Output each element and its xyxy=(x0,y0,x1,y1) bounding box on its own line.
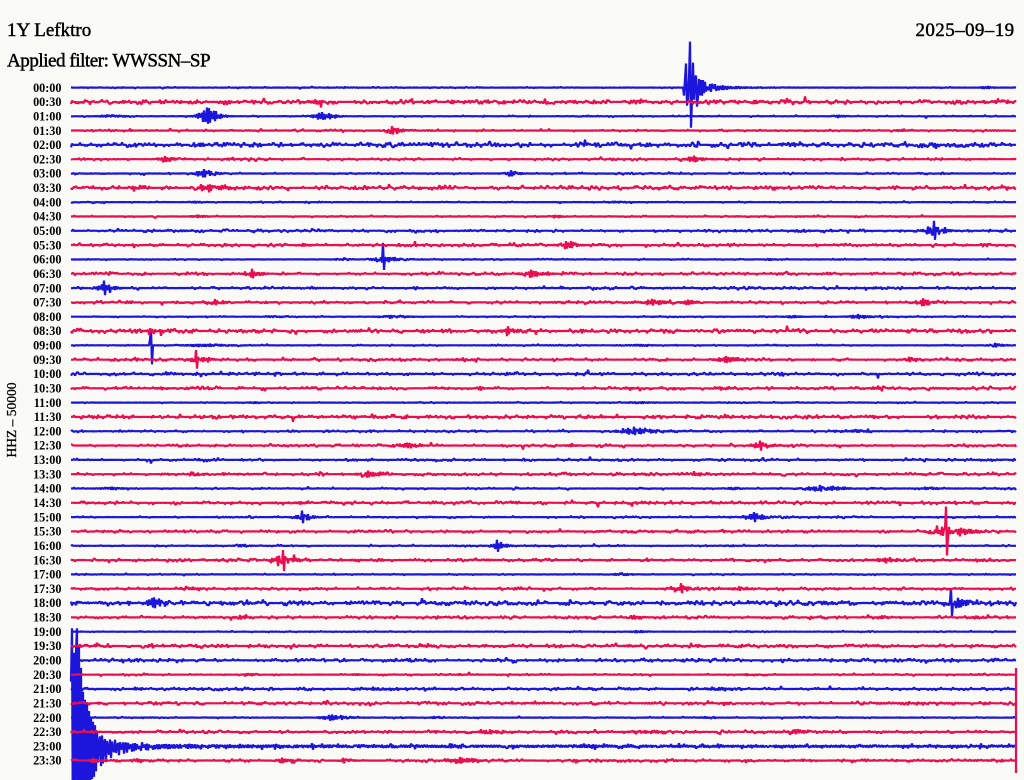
svg-text:11:00: 11:00 xyxy=(34,396,62,410)
svg-text:23:30: 23:30 xyxy=(33,754,61,768)
svg-text:16:00: 16:00 xyxy=(33,539,61,553)
svg-text:18:00: 18:00 xyxy=(33,596,61,610)
svg-text:06:00: 06:00 xyxy=(33,253,61,267)
svg-text:21:00: 21:00 xyxy=(33,682,61,696)
svg-text:08:00: 08:00 xyxy=(33,310,61,324)
svg-text:09:30: 09:30 xyxy=(33,353,61,367)
svg-text:01:00: 01:00 xyxy=(33,109,61,123)
svg-text:14:30: 14:30 xyxy=(33,496,61,510)
svg-text:13:00: 13:00 xyxy=(33,453,61,467)
svg-text:05:00: 05:00 xyxy=(33,224,61,238)
svg-text:08:30: 08:30 xyxy=(33,324,61,338)
svg-text:03:30: 03:30 xyxy=(33,181,61,195)
svg-text:11:30: 11:30 xyxy=(34,410,62,424)
svg-text:04:30: 04:30 xyxy=(33,210,61,224)
svg-text:18:30: 18:30 xyxy=(33,611,61,625)
svg-text:13:30: 13:30 xyxy=(33,467,61,481)
svg-text:03:00: 03:00 xyxy=(33,167,61,181)
svg-text:1Y Lefktro: 1Y Lefktro xyxy=(7,20,91,41)
svg-text:00:00: 00:00 xyxy=(33,81,61,95)
svg-text:07:30: 07:30 xyxy=(33,296,61,310)
svg-text:22:00: 22:00 xyxy=(33,711,61,725)
svg-text:14:00: 14:00 xyxy=(33,482,61,496)
svg-text:05:30: 05:30 xyxy=(33,238,61,252)
svg-text:17:30: 17:30 xyxy=(33,582,61,596)
svg-text:20:00: 20:00 xyxy=(33,654,61,668)
svg-text:04:00: 04:00 xyxy=(33,195,61,209)
svg-text:02:30: 02:30 xyxy=(33,152,61,166)
svg-text:07:00: 07:00 xyxy=(33,281,61,295)
svg-text:19:00: 19:00 xyxy=(33,625,61,639)
svg-text:22:30: 22:30 xyxy=(33,725,61,739)
svg-text:10:00: 10:00 xyxy=(33,367,61,381)
svg-text:10:30: 10:30 xyxy=(33,382,61,396)
svg-text:20:30: 20:30 xyxy=(33,668,61,682)
svg-text:Applied filter: WWSSN–SP: Applied filter: WWSSN–SP xyxy=(7,50,210,71)
svg-text:19:30: 19:30 xyxy=(33,639,61,653)
svg-text:12:00: 12:00 xyxy=(33,424,61,438)
svg-text:17:00: 17:00 xyxy=(33,568,61,582)
svg-text:15:30: 15:30 xyxy=(33,525,61,539)
svg-text:21:30: 21:30 xyxy=(33,697,61,711)
svg-text:HHZ – 50000: HHZ – 50000 xyxy=(4,382,19,457)
svg-text:12:30: 12:30 xyxy=(33,439,61,453)
svg-text:09:00: 09:00 xyxy=(33,339,61,353)
svg-text:02:00: 02:00 xyxy=(33,138,61,152)
svg-text:15:00: 15:00 xyxy=(33,510,61,524)
svg-text:2025–09–19: 2025–09–19 xyxy=(916,20,1015,41)
svg-text:23:00: 23:00 xyxy=(33,739,61,753)
svg-text:06:30: 06:30 xyxy=(33,267,61,281)
svg-text:16:30: 16:30 xyxy=(33,553,61,567)
svg-text:01:30: 01:30 xyxy=(33,124,61,138)
svg-text:00:30: 00:30 xyxy=(33,95,61,109)
